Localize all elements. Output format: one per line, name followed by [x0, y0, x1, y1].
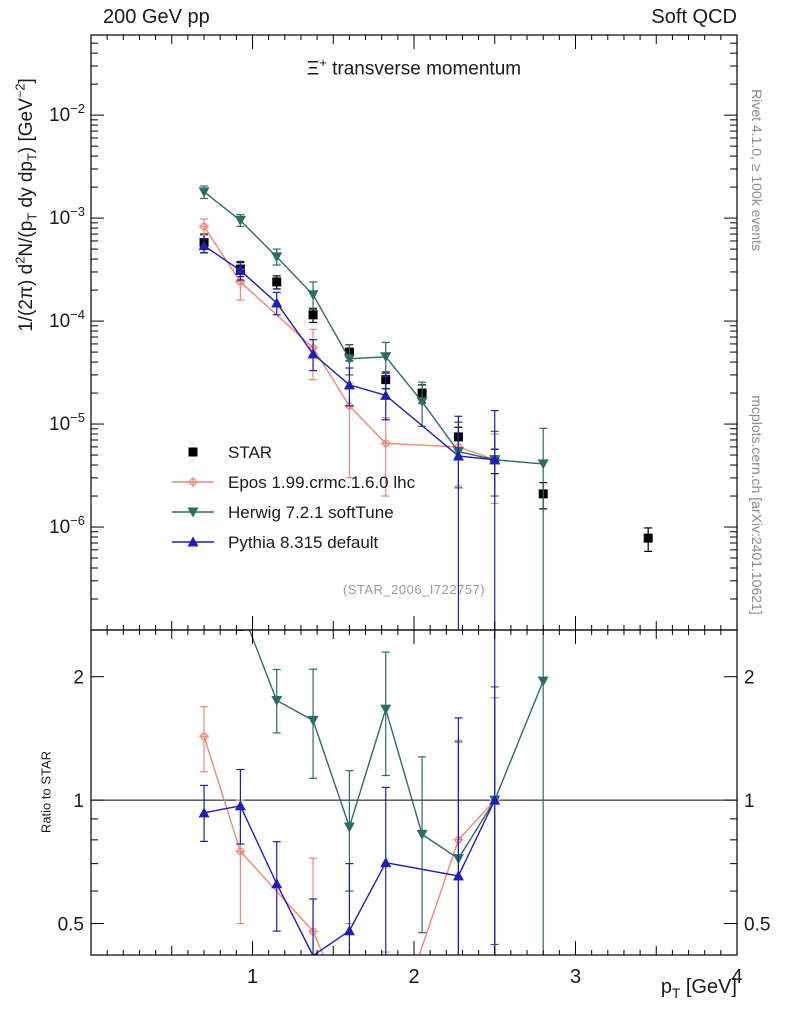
svg-text:1: 1 — [73, 791, 84, 812]
marker — [307, 715, 319, 726]
marker — [271, 297, 283, 308]
svg-text:0.5: 0.5 — [58, 915, 84, 936]
svg-text:10−6: 10−6 — [49, 513, 85, 538]
svg-text:0.5: 0.5 — [744, 915, 770, 936]
marker — [489, 454, 501, 465]
marker — [234, 264, 246, 275]
legend-item-epos: Epos 1.99.crmc.1.6.0 lhc — [172, 473, 416, 492]
axis-ticks — [90, 34, 738, 955]
marker — [380, 857, 392, 868]
marker — [343, 354, 355, 365]
marker — [537, 459, 549, 470]
marker — [188, 477, 198, 487]
marker — [271, 252, 283, 263]
marker — [234, 800, 246, 811]
marker — [271, 695, 283, 706]
plot-title: Ξ+ transverse momentum — [306, 55, 522, 80]
svg-text:2: 2 — [408, 966, 419, 988]
marker — [380, 704, 392, 715]
svg-text:2: 2 — [744, 668, 755, 689]
marker — [452, 870, 464, 881]
header-process-group: Soft QCD — [651, 6, 737, 28]
marker — [452, 450, 464, 461]
marker — [272, 277, 282, 287]
axes-frame — [90, 34, 738, 956]
marker — [416, 397, 428, 408]
marker — [199, 221, 210, 232]
series-ratio-pythia — [198, 630, 501, 955]
marker — [187, 536, 199, 547]
marker — [308, 310, 318, 320]
marker — [343, 925, 355, 936]
marker — [416, 829, 428, 840]
svg-text:STAR: STAR — [228, 443, 272, 462]
marker — [198, 807, 210, 818]
marker — [198, 240, 210, 251]
analysis-watermark: (STAR_2006_I722757) — [342, 582, 486, 597]
marker — [307, 290, 319, 301]
legend: STAR Epos 1.99.crmc.1.6.0 lhc Herwig 7.2.1… — [172, 443, 416, 552]
marker — [187, 507, 199, 518]
svg-text:Herwig 7.2.1 softTune: Herwig 7.2.1 softTune — [228, 503, 394, 522]
legend-item-pythia: Pythia 8.315 default — [172, 533, 379, 552]
header-beam-energy: 200 GeV pp — [103, 6, 210, 28]
svg-text:1: 1 — [247, 966, 258, 988]
svg-text:4: 4 — [731, 966, 742, 988]
tick-labels: 1 2 3 4 10−6 10−5 10−4 10−3 10−2 0.5 0.5 1 1 2 2 — [49, 101, 770, 988]
marker — [489, 794, 501, 805]
svg-text:10−3: 10−3 — [49, 204, 85, 229]
marker — [343, 822, 355, 833]
series-main-herwig — [198, 185, 549, 630]
svg-text:10−2: 10−2 — [49, 101, 85, 126]
marker — [380, 389, 392, 400]
legend-item-herwig: Herwig 7.2.1 softTune — [172, 503, 394, 522]
marker — [343, 379, 355, 390]
marker — [235, 846, 246, 857]
x-axis-label: pT [GeV] — [660, 976, 737, 1001]
series-main-pythia — [198, 238, 501, 630]
legend-item-star: STAR — [188, 443, 272, 462]
svg-text:Pythia 8.315 default: Pythia 8.315 default — [228, 533, 379, 552]
marker — [188, 447, 198, 457]
svg-text:Epos 1.99.crmc.1.6.0 lhc: Epos 1.99.crmc.1.6.0 lhc — [228, 473, 416, 492]
svg-text:1: 1 — [744, 791, 755, 812]
marker — [643, 533, 653, 543]
svg-text:2: 2 — [73, 668, 84, 689]
svg-text:3: 3 — [570, 966, 581, 988]
marker — [537, 676, 549, 687]
series-ratio-herwig — [236, 630, 549, 955]
svg-text:10−5: 10−5 — [49, 410, 85, 435]
marker — [380, 352, 392, 363]
marker — [234, 215, 246, 226]
marker — [380, 438, 391, 449]
marker — [198, 187, 210, 198]
marker — [307, 348, 319, 359]
marker — [199, 731, 210, 742]
marker — [271, 878, 283, 889]
svg-text:10−4: 10−4 — [49, 307, 85, 332]
